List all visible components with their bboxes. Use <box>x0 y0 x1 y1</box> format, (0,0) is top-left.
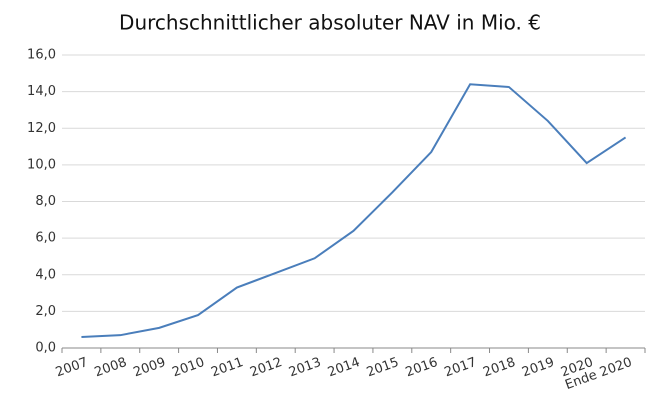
y-tick-label: 2,0 <box>35 304 56 319</box>
y-tick-label: 10,0 <box>27 157 56 172</box>
x-tick-label: 2017 <box>442 355 478 380</box>
data-line <box>81 83 627 339</box>
x-tick-label: 2014 <box>326 355 362 380</box>
y-tick-label: 12,0 <box>27 121 56 136</box>
y-tick-label: 0,0 <box>35 341 56 356</box>
x-tick-label: 2019 <box>520 355 556 380</box>
x-tick-label: 2008 <box>93 355 129 380</box>
chart-title: Durchschnittlicher absoluter NAV in Mio.… <box>119 11 541 35</box>
x-tick-label: 2013 <box>287 355 323 380</box>
x-tick-label: 2018 <box>481 355 517 380</box>
x-tick-label: 2007 <box>54 355 90 380</box>
y-tick-label: 8,0 <box>35 194 56 209</box>
x-tick-label: 2012 <box>248 355 284 380</box>
x-tick-label: 2011 <box>209 355 245 380</box>
y-tick-label: 16,0 <box>27 48 56 63</box>
x-tick-label: 2015 <box>365 355 401 380</box>
y-tick-label: 6,0 <box>35 231 56 246</box>
y-tick-label: 14,0 <box>27 84 56 99</box>
x-tick-label: 2016 <box>404 355 440 380</box>
x-tick-label: 2010 <box>170 355 206 380</box>
x-tick-label: 2009 <box>132 355 168 380</box>
y-tick-label: 4,0 <box>35 267 56 282</box>
